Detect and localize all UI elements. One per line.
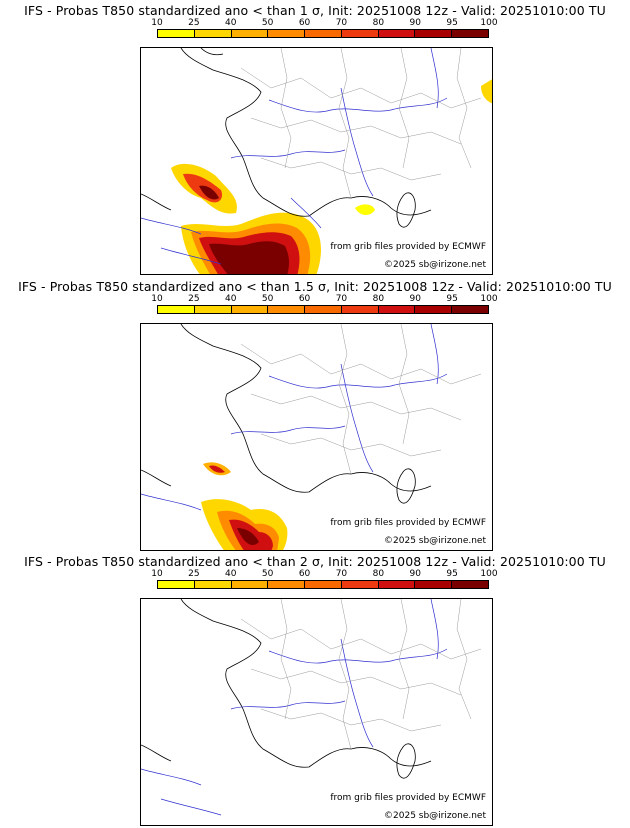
map-graphic xyxy=(141,324,482,550)
map-graphic xyxy=(141,48,492,274)
colorbar-tick-label: 10 xyxy=(151,294,163,304)
colorbar-tick-label: 25 xyxy=(188,569,200,579)
colorbar-tick-label: 50 xyxy=(261,569,274,579)
colorbar-segment xyxy=(305,30,342,37)
colorbar-segment xyxy=(378,306,416,313)
colorbar-segment xyxy=(341,306,379,313)
colorbar-tick-label: 10 xyxy=(151,569,163,579)
colorbar-segment xyxy=(231,30,269,37)
colorbar-tick-label: 100 xyxy=(480,569,498,579)
colorbar: 10 25 40 50 60 70 80 90 95 100 xyxy=(151,569,498,597)
site-credit: ©2025 sb@irizone.net xyxy=(384,260,486,270)
panel-title: IFS - Probas T850 standardized ano < tha… xyxy=(24,554,606,569)
colorbar-tick-label: 40 xyxy=(225,18,237,28)
colorbar-segment xyxy=(158,30,195,37)
colorbar-segment xyxy=(452,30,489,37)
colorbar-tick-label: 25 xyxy=(188,294,200,304)
admin-borders xyxy=(240,48,482,199)
colorbar-segment xyxy=(305,306,342,313)
map-france-1sigma: from grib files provided by ECMWF ©2025 … xyxy=(140,47,493,275)
rivers xyxy=(141,48,448,265)
colorbar-tick-label: 25 xyxy=(188,18,200,28)
colorbar-segment xyxy=(194,306,232,313)
forecast-panel-2sigma: IFS - Probas T850 standardized ano < tha… xyxy=(0,551,630,827)
colorbar-segment xyxy=(305,581,342,588)
colorbar-tick-label: 80 xyxy=(372,569,385,579)
colorbar-tick-label: 40 xyxy=(225,294,237,304)
colorbar-segment xyxy=(268,581,306,588)
coastline xyxy=(141,599,432,779)
colorbar-segment xyxy=(194,581,232,588)
coastline xyxy=(141,324,432,504)
colorbar-tick-label: 70 xyxy=(335,569,348,579)
colorbar-segment xyxy=(194,30,232,37)
colorbar-tick-label: 90 xyxy=(409,294,421,304)
colorbar-tick-label: 95 xyxy=(446,569,458,579)
coastline xyxy=(141,48,432,228)
grib-credit: from grib files provided by ECMWF xyxy=(330,793,486,803)
colorbar-segment xyxy=(415,581,453,588)
colorbar-segment xyxy=(378,30,416,37)
colorbar: 10 25 40 50 60 70 80 90 95 100 xyxy=(151,294,498,322)
colorbar-segment xyxy=(158,581,195,588)
colorbar-tick-label: 100 xyxy=(480,294,498,304)
colorbar-bar xyxy=(157,305,489,314)
colorbar-segment xyxy=(415,306,453,313)
colorbar-tick-label: 95 xyxy=(446,18,458,28)
admin-borders xyxy=(240,324,482,475)
colorbar-bar xyxy=(157,29,489,38)
map-france-1-5sigma: from grib files provided by ECMWF ©2025 … xyxy=(140,323,493,551)
colorbar-tick-label: 90 xyxy=(409,569,421,579)
probability-areas xyxy=(171,79,492,274)
colorbar-tick-label: 95 xyxy=(446,294,458,304)
colorbar-segment xyxy=(452,581,489,588)
grib-credit: from grib files provided by ECMWF xyxy=(330,518,486,528)
colorbar-segment xyxy=(231,581,269,588)
colorbar-tick-label: 80 xyxy=(372,18,385,28)
colorbar-segment xyxy=(452,306,489,313)
grib-credit: from grib files provided by ECMWF xyxy=(330,242,486,252)
colorbar-bar xyxy=(157,580,489,589)
colorbar-tick-label: 100 xyxy=(480,18,498,28)
colorbar-tick-label: 90 xyxy=(409,18,421,28)
colorbar-tick-label: 70 xyxy=(335,294,348,304)
site-credit: ©2025 sb@irizone.net xyxy=(384,811,486,821)
colorbar: 10 25 40 50 60 70 80 90 95 100 xyxy=(151,18,498,46)
colorbar-segment xyxy=(268,30,306,37)
colorbar-tick-label: 60 xyxy=(298,569,311,579)
colorbar-segment xyxy=(231,306,269,313)
colorbar-tick-label: 50 xyxy=(261,18,274,28)
panel-title: IFS - Probas T850 standardized ano < tha… xyxy=(24,3,606,18)
colorbar-tick-label: 60 xyxy=(298,294,311,304)
colorbar-tick-label: 70 xyxy=(335,18,348,28)
site-credit: ©2025 sb@irizone.net xyxy=(384,536,486,546)
panel-title: IFS - Probas T850 standardized ano < tha… xyxy=(18,279,612,294)
colorbar-tick-label: 40 xyxy=(225,569,237,579)
colorbar-tick-label: 60 xyxy=(298,18,311,28)
colorbar-segment xyxy=(341,30,379,37)
colorbar-segment xyxy=(268,306,306,313)
colorbar-tick-label: 80 xyxy=(372,294,385,304)
colorbar-segment xyxy=(378,581,416,588)
map-graphic xyxy=(141,599,482,816)
probability-areas xyxy=(201,462,288,550)
colorbar-segment xyxy=(415,30,453,37)
colorbar-tick-label: 50 xyxy=(261,294,274,304)
forecast-panel-1-5sigma: IFS - Probas T850 standardized ano < tha… xyxy=(0,276,630,552)
colorbar-segment xyxy=(158,306,195,313)
rivers xyxy=(141,599,448,816)
forecast-panel-1sigma: IFS - Probas T850 standardized ano < tha… xyxy=(0,0,630,276)
rivers xyxy=(141,324,448,511)
colorbar-tick-label: 10 xyxy=(151,18,163,28)
colorbar-segment xyxy=(341,581,379,588)
map-france-2sigma: from grib files provided by ECMWF ©2025 … xyxy=(140,598,493,826)
admin-borders xyxy=(240,599,482,750)
